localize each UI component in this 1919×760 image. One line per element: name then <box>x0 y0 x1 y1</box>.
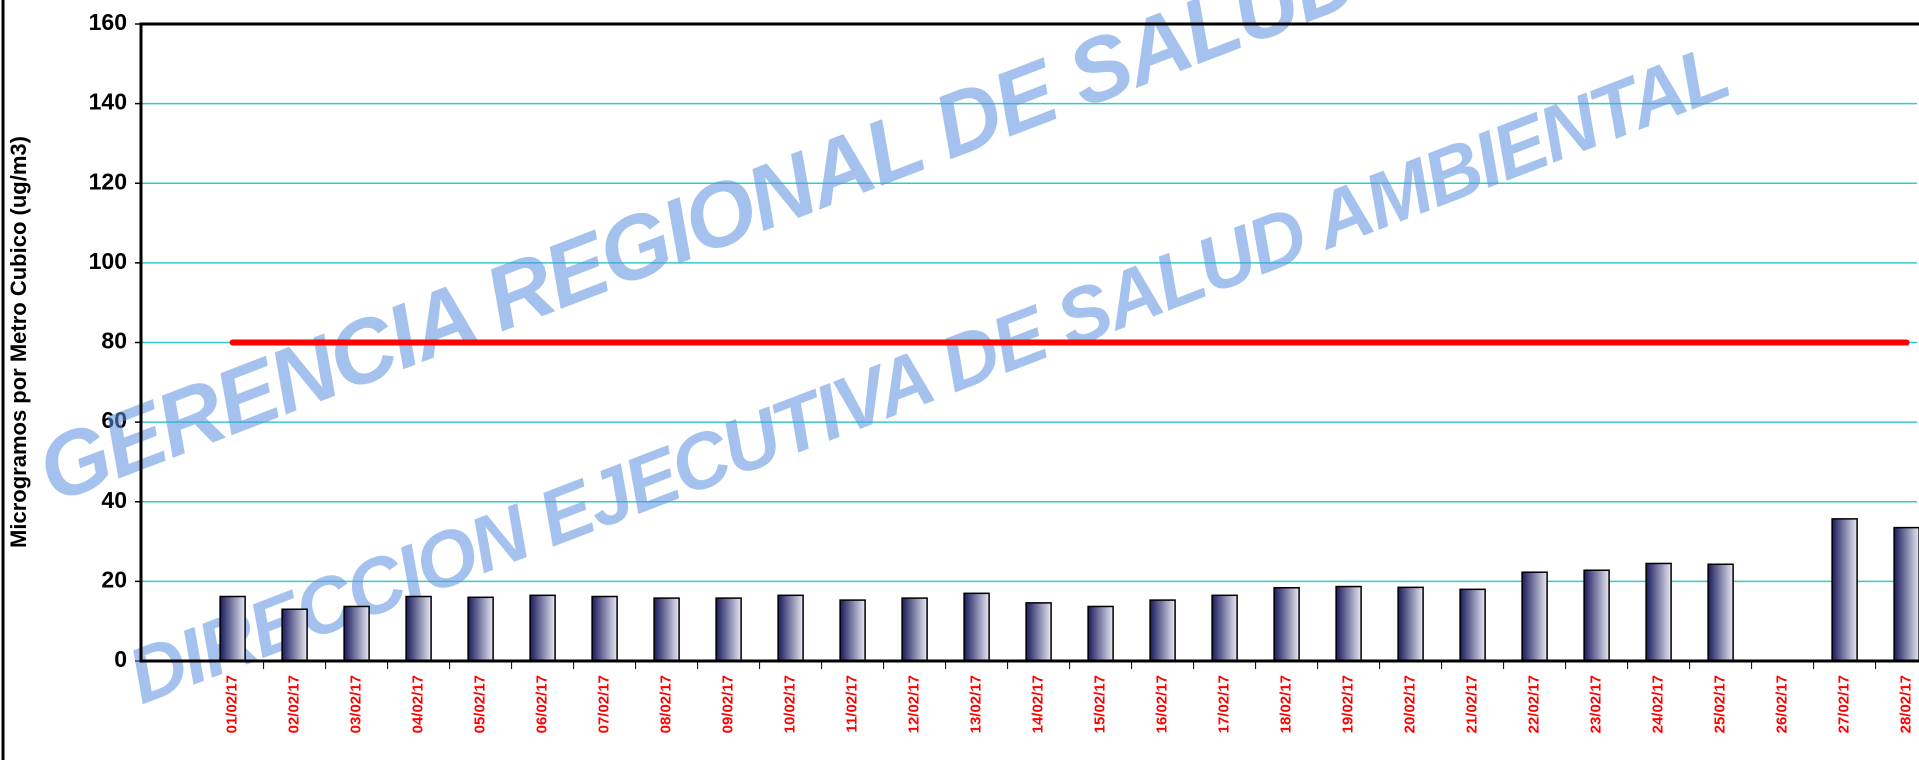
x-tick-label: 18/02/17 <box>1278 675 1295 733</box>
x-tick-label: 06/02/17 <box>534 675 551 733</box>
bar <box>901 597 928 662</box>
x-tick-label: 20/02/17 <box>1402 675 1419 733</box>
bar <box>1893 526 1919 662</box>
bar <box>529 594 556 662</box>
x-tick-label: 04/02/17 <box>410 675 427 733</box>
bar <box>1583 569 1610 662</box>
bar <box>1211 594 1238 662</box>
x-tick-label: 26/02/17 <box>1774 675 1791 733</box>
bar <box>467 596 494 662</box>
bar <box>715 597 742 662</box>
y-tick-label: 160 <box>89 9 127 35</box>
y-axis-label: Microgramos por Metro Cubico (ug/m3) <box>6 136 31 548</box>
x-tick-label: 05/02/17 <box>472 675 489 733</box>
bar <box>653 597 680 662</box>
x-tick-label: 11/02/17 <box>844 675 861 733</box>
y-tick-label: 100 <box>89 248 127 274</box>
x-tick-label: 12/02/17 <box>906 675 923 733</box>
bar <box>1149 599 1176 662</box>
x-tick-label: 16/02/17 <box>1154 675 1171 733</box>
x-tick-label: 15/02/17 <box>1092 675 1109 733</box>
y-tick-label: 80 <box>101 328 127 354</box>
y-tick-label: 40 <box>101 487 127 513</box>
x-tick-label: 17/02/17 <box>1216 675 1233 733</box>
bar <box>343 605 370 662</box>
x-tick-label: 13/02/17 <box>968 675 985 733</box>
bar <box>1025 602 1052 662</box>
bar <box>1645 562 1672 662</box>
bar <box>1707 563 1734 662</box>
x-tick-label: 28/02/17 <box>1898 675 1915 733</box>
x-tick-label: 08/02/17 <box>658 675 675 733</box>
x-tick-label: 21/02/17 <box>1464 675 1481 733</box>
bar <box>219 595 246 662</box>
x-tick-label: 09/02/17 <box>720 675 737 733</box>
bar <box>963 592 990 662</box>
x-tick-label: 10/02/17 <box>782 675 799 733</box>
x-tick-label: 02/02/17 <box>286 675 303 733</box>
plot-frame <box>139 22 1919 663</box>
y-tick-label: 120 <box>89 168 127 194</box>
bar <box>1521 571 1548 662</box>
bar <box>777 594 804 662</box>
bar <box>405 595 432 662</box>
bar <box>839 599 866 662</box>
y-tick-label: 60 <box>101 407 127 433</box>
bar <box>1335 585 1362 662</box>
bar <box>281 608 308 662</box>
x-tick-label: 03/02/17 <box>348 675 365 733</box>
bar <box>591 595 618 662</box>
x-tick-label: 24/02/17 <box>1650 675 1667 733</box>
x-tick-label: 27/02/17 <box>1836 675 1853 733</box>
x-tick-label: 25/02/17 <box>1712 675 1729 733</box>
bar <box>1831 518 1858 662</box>
x-tick-label: 14/02/17 <box>1030 675 1047 733</box>
bar <box>1087 605 1114 662</box>
y-tick-label: 20 <box>101 566 127 592</box>
x-tick-label: 22/02/17 <box>1526 675 1543 733</box>
bar <box>1459 588 1486 662</box>
y-tick-label: 0 <box>114 646 127 672</box>
x-tick-label: 01/02/17 <box>224 675 241 733</box>
y-tick-label: 140 <box>89 89 127 115</box>
bar <box>1397 586 1424 662</box>
x-tick-label: 23/02/17 <box>1588 675 1605 733</box>
bar <box>1273 586 1300 662</box>
x-tick-label: 19/02/17 <box>1340 675 1357 733</box>
x-tick-label: 07/02/17 <box>596 675 613 733</box>
